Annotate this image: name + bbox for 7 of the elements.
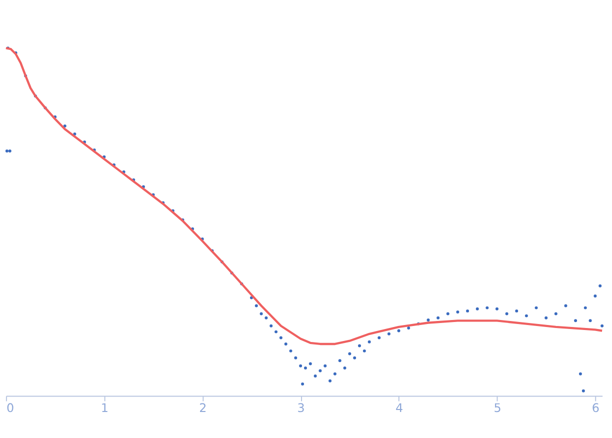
x-tick-label: 5 [494,401,502,416]
x-tick-label: 1 [100,401,108,416]
x-tick-label: 3 [297,401,305,416]
x-tick-label: 0 [6,401,14,416]
x-tick-label: 6 [592,401,600,416]
x-tick-label: 2 [199,401,207,416]
x-tick-label: 4 [395,401,404,416]
